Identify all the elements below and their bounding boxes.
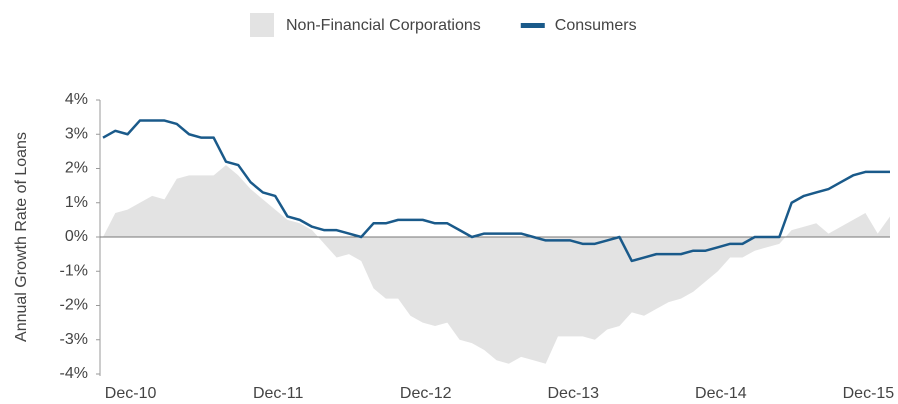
y-tick-label: -4%	[60, 365, 88, 382]
legend-swatch	[250, 13, 274, 37]
x-tick-label: Dec-10	[105, 385, 157, 402]
line	[102, 119, 890, 263]
legend-label: Consumers	[555, 17, 637, 34]
y-tick-label: 0%	[65, 228, 88, 245]
y-axis-label: Annual Growth Rate of Loans	[13, 132, 30, 342]
legend-swatch	[520, 23, 545, 28]
y-tick-label: -2%	[60, 297, 88, 314]
y-tick-label: 1%	[65, 194, 88, 211]
x-tick-label: Dec-14	[695, 385, 747, 402]
x-tick-label: Dec-15	[843, 385, 895, 402]
x-tick-label: Dec-11	[253, 385, 303, 402]
x-tick-label: Dec-13	[547, 385, 599, 402]
y-tick-label: -3%	[60, 331, 88, 348]
y-tick-label: 3%	[65, 125, 88, 142]
area	[103, 165, 890, 364]
legend-label: Non-Financial Corporations	[286, 17, 481, 34]
y-tick-label: 2%	[65, 160, 88, 177]
y-tick-label: -1%	[60, 262, 88, 279]
x-tick-label: Dec-12	[400, 385, 452, 402]
y-tick-label: 4%	[65, 91, 88, 108]
